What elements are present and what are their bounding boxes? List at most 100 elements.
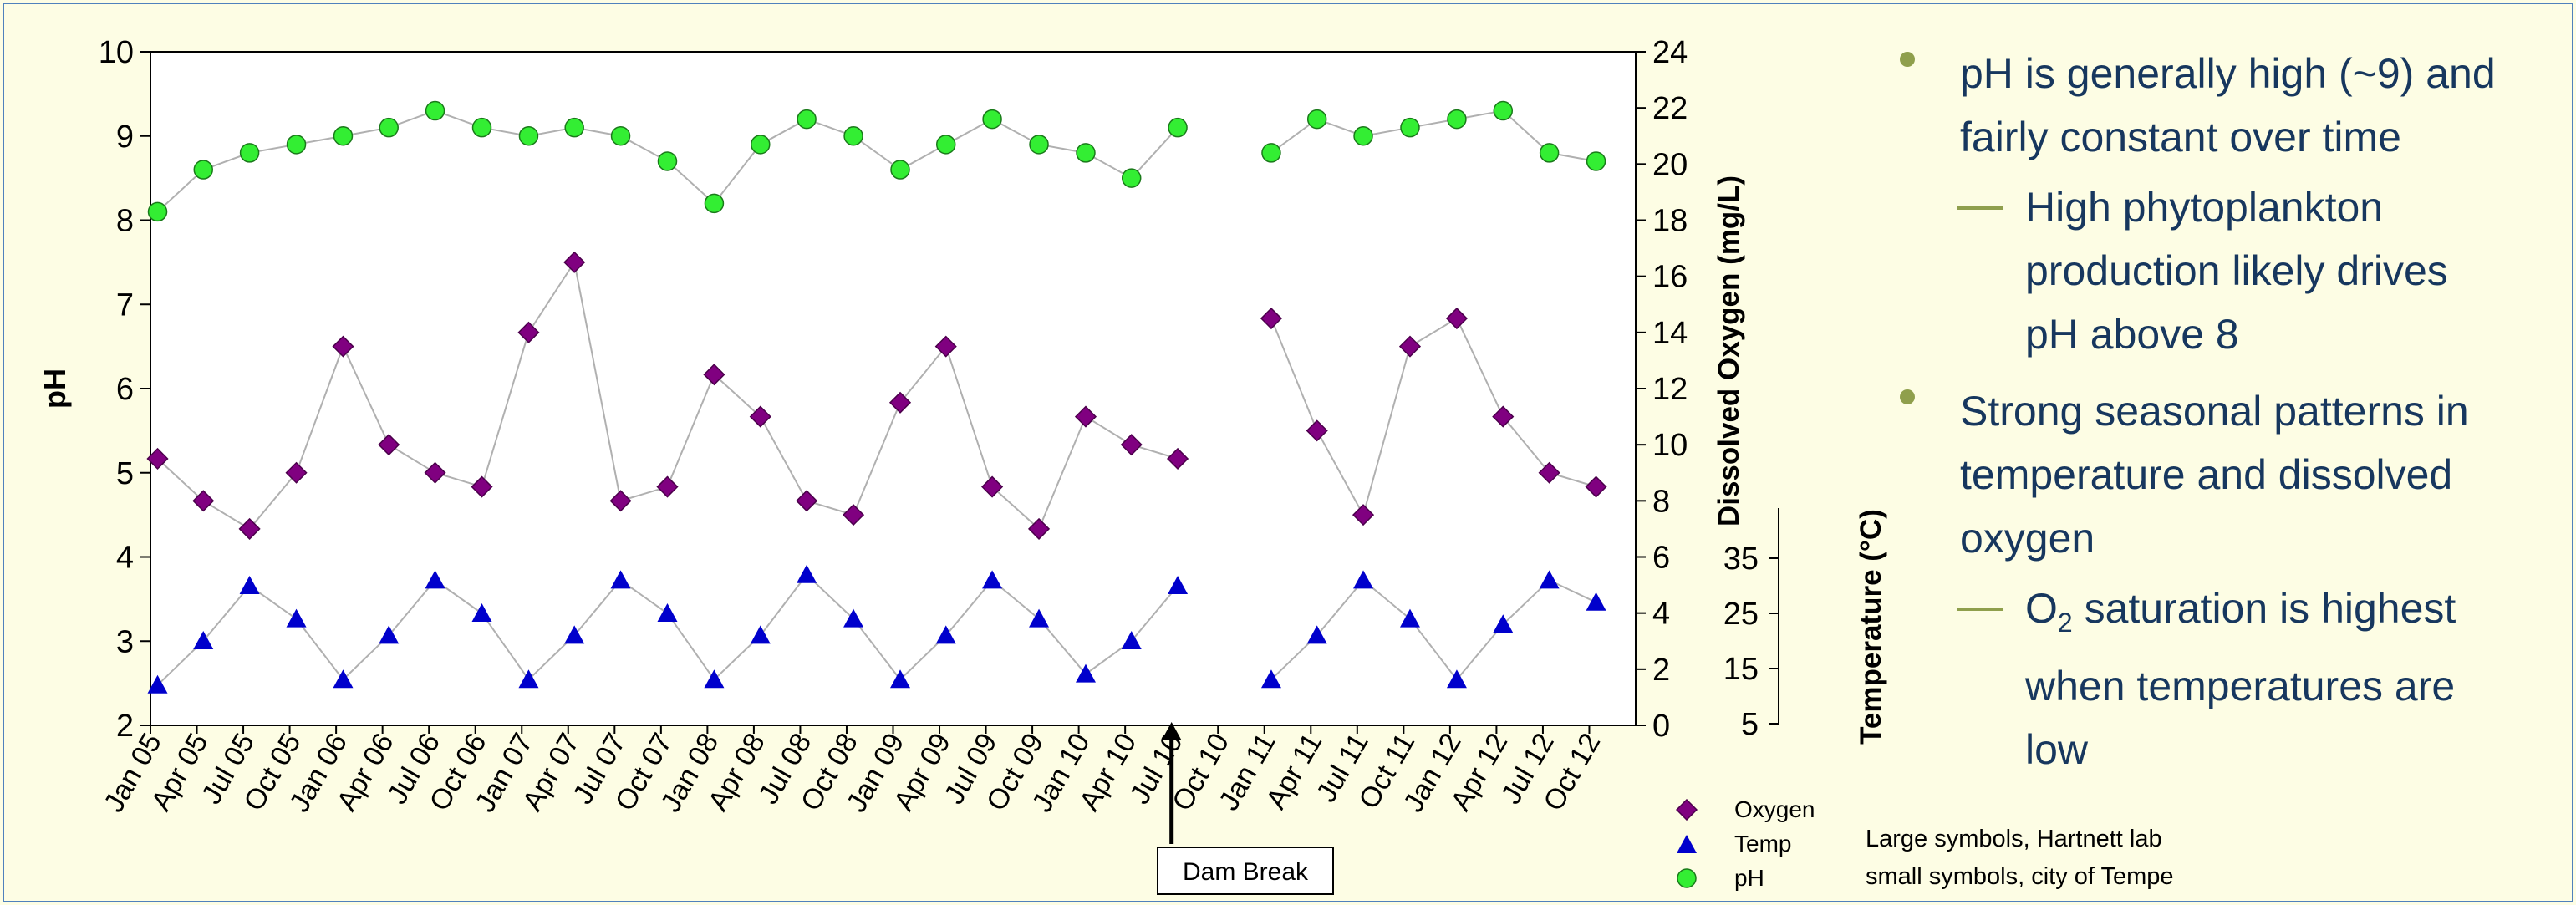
bullet-text-line: when temperatures are <box>2025 663 2456 709</box>
temp-point <box>518 669 539 689</box>
ph-point <box>471 117 492 138</box>
legend-item-temp: Temp <box>1667 826 1815 861</box>
left-axis-tick-label: 2 <box>116 709 134 744</box>
oxygen-point <box>517 321 540 343</box>
temp-point <box>982 570 1003 589</box>
temp-point <box>843 608 864 628</box>
oxygen-point <box>285 461 308 484</box>
temperature-axis-tick-label: 5 <box>1741 707 1759 742</box>
oxygen-point <box>1027 517 1051 540</box>
ph-point <box>1353 126 1373 146</box>
ph-point <box>1493 100 1514 121</box>
legend-label: pH <box>1734 865 1764 891</box>
temp-point <box>657 603 678 622</box>
temperature-axis-title: Temperature (°C) <box>1855 509 1887 745</box>
left-axis-title: pH <box>38 369 72 409</box>
temp-point <box>193 631 214 649</box>
legend-item-oxygen: Oxygen <box>1667 792 1815 826</box>
oxygen-point <box>609 490 632 512</box>
left-axis-tick-label: 5 <box>116 456 134 491</box>
bullet-text-line: oxygen <box>1960 515 2095 562</box>
oxygen-axis-title: Dissolved Oxygen (mg/L) <box>1713 175 1745 526</box>
ph-point <box>379 117 399 138</box>
temp-point <box>750 625 771 644</box>
temp-point <box>1446 669 1467 689</box>
temp-point <box>1493 614 1514 633</box>
ph-point <box>1261 143 1281 163</box>
diamond-icon <box>1676 799 1698 821</box>
legend-label: Oxygen <box>1734 796 1815 822</box>
temp-point <box>610 570 631 589</box>
sub-bullet-phytoplankton: High phytoplankton production likely dri… <box>1925 175 2570 366</box>
oxygen-point <box>1260 307 1283 330</box>
ph-point <box>1400 117 1420 138</box>
bullet-text-line: low <box>2025 726 2089 773</box>
bullet-dot-icon <box>1900 389 1915 404</box>
ph-point <box>704 193 725 214</box>
temp-point <box>1168 576 1189 594</box>
dam-break-box <box>1157 847 1334 895</box>
ph-point <box>843 126 863 146</box>
bullet-list: pH is generally high (~9) and fairly con… <box>1893 42 2570 795</box>
bullet-text-line: pH is generally high (~9) and <box>1960 50 2496 97</box>
bullet-text-line: temperature and dissolved <box>1960 451 2453 498</box>
ph-point <box>333 126 354 146</box>
oxygen-point <box>1306 419 1328 442</box>
right-axis-tick-label: 20 <box>1652 147 1688 182</box>
oxygen-point <box>934 335 957 358</box>
ph-point <box>1076 143 1096 163</box>
ph-point <box>1447 109 1467 130</box>
ph-point <box>239 143 260 163</box>
oxygen-point <box>843 504 865 526</box>
oxygen-point <box>749 405 771 428</box>
temp-point <box>890 669 911 689</box>
oxygen-point <box>563 251 586 273</box>
dash-icon <box>1957 206 2003 210</box>
oxygen-point <box>1492 405 1515 428</box>
temp-point <box>935 625 956 644</box>
sub-bullet-saturation: O2 saturation is highest when temperatur… <box>1925 577 2570 781</box>
oxygen-point <box>981 475 1004 498</box>
right-axis-tick-label: 16 <box>1652 260 1688 295</box>
ph-point <box>518 126 539 146</box>
ph-point <box>1029 135 1049 155</box>
oxygen-series-line <box>1270 317 1596 517</box>
left-axis-tick-label: 4 <box>116 541 134 576</box>
oxygen-point <box>1167 447 1189 470</box>
ph-point <box>982 109 1002 130</box>
oxygen-point <box>424 461 446 484</box>
legend: Oxygen Temp pH <box>1667 792 1815 895</box>
temp-point <box>1586 592 1606 611</box>
arrow-head-icon <box>1161 722 1182 740</box>
temp-point <box>1075 663 1096 683</box>
oxygen-point <box>1538 461 1560 484</box>
dam-break-label: Dam Break <box>1183 858 1309 886</box>
oxygen-point <box>656 475 679 498</box>
ph-point <box>1306 109 1327 130</box>
ph-point <box>564 117 584 138</box>
ph-point <box>147 201 168 222</box>
oxygen-point <box>1120 434 1143 456</box>
ph-point <box>1539 143 1560 163</box>
left-axis-tick-label: 10 <box>99 35 134 70</box>
oxygen-point <box>146 447 169 470</box>
left-axis-tick-label: 9 <box>116 119 134 155</box>
right-axis-tick-label: 12 <box>1652 372 1688 407</box>
oxygen-point <box>378 434 400 456</box>
ph-point <box>1586 151 1606 171</box>
oxygen-point <box>1352 504 1375 526</box>
temp-point <box>704 669 725 689</box>
oxygen-point <box>238 517 261 540</box>
bullet-ph: pH is generally high (~9) and fairly con… <box>1893 42 2570 169</box>
legend-label: Temp <box>1734 831 1792 857</box>
ph-point <box>1121 168 1142 188</box>
temp-point <box>1539 570 1560 589</box>
left-axis-tick-label: 7 <box>116 287 134 323</box>
temperature-axis-tick-label: 25 <box>1723 597 1759 632</box>
temperature-axis-tick-label: 35 <box>1723 541 1759 577</box>
temp-point <box>333 669 354 689</box>
source-note: Large symbols, Hartnett lab small symbol… <box>1866 821 2174 896</box>
right-axis-tick-label: 0 <box>1652 709 1670 744</box>
